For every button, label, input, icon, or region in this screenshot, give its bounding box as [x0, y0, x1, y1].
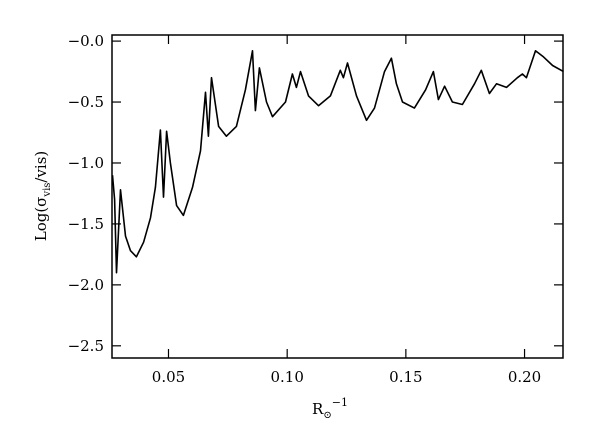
y-tick-label: −0.5 [68, 93, 104, 111]
y-tick-label: −1.5 [68, 215, 104, 233]
x-label-sub: ⊙ [323, 410, 331, 421]
x-label-main: R [312, 400, 324, 418]
plot-frame [111, 34, 564, 359]
y-label-rest: /vis) [32, 151, 50, 183]
y-tick-label: −2.0 [68, 276, 104, 294]
data-line [111, 50, 564, 274]
y-tick-label: −0.0 [68, 32, 104, 50]
y-axis-label: Log(σvis/vis) [32, 151, 53, 242]
y-label-sub: vis [42, 183, 53, 198]
y-label-main: Log(σ [32, 197, 50, 242]
x-axis-label: R⊙−1 [312, 396, 348, 421]
x-tick-label: 0.20 [508, 368, 541, 386]
y-tick-label: −1.0 [68, 154, 104, 172]
x-tick-label: 0.15 [389, 368, 422, 386]
y-tick-label: −2.5 [68, 337, 104, 355]
x-tick-label: 0.10 [270, 368, 303, 386]
x-label-sup: −1 [332, 396, 348, 409]
x-tick-label: 0.05 [152, 368, 185, 386]
